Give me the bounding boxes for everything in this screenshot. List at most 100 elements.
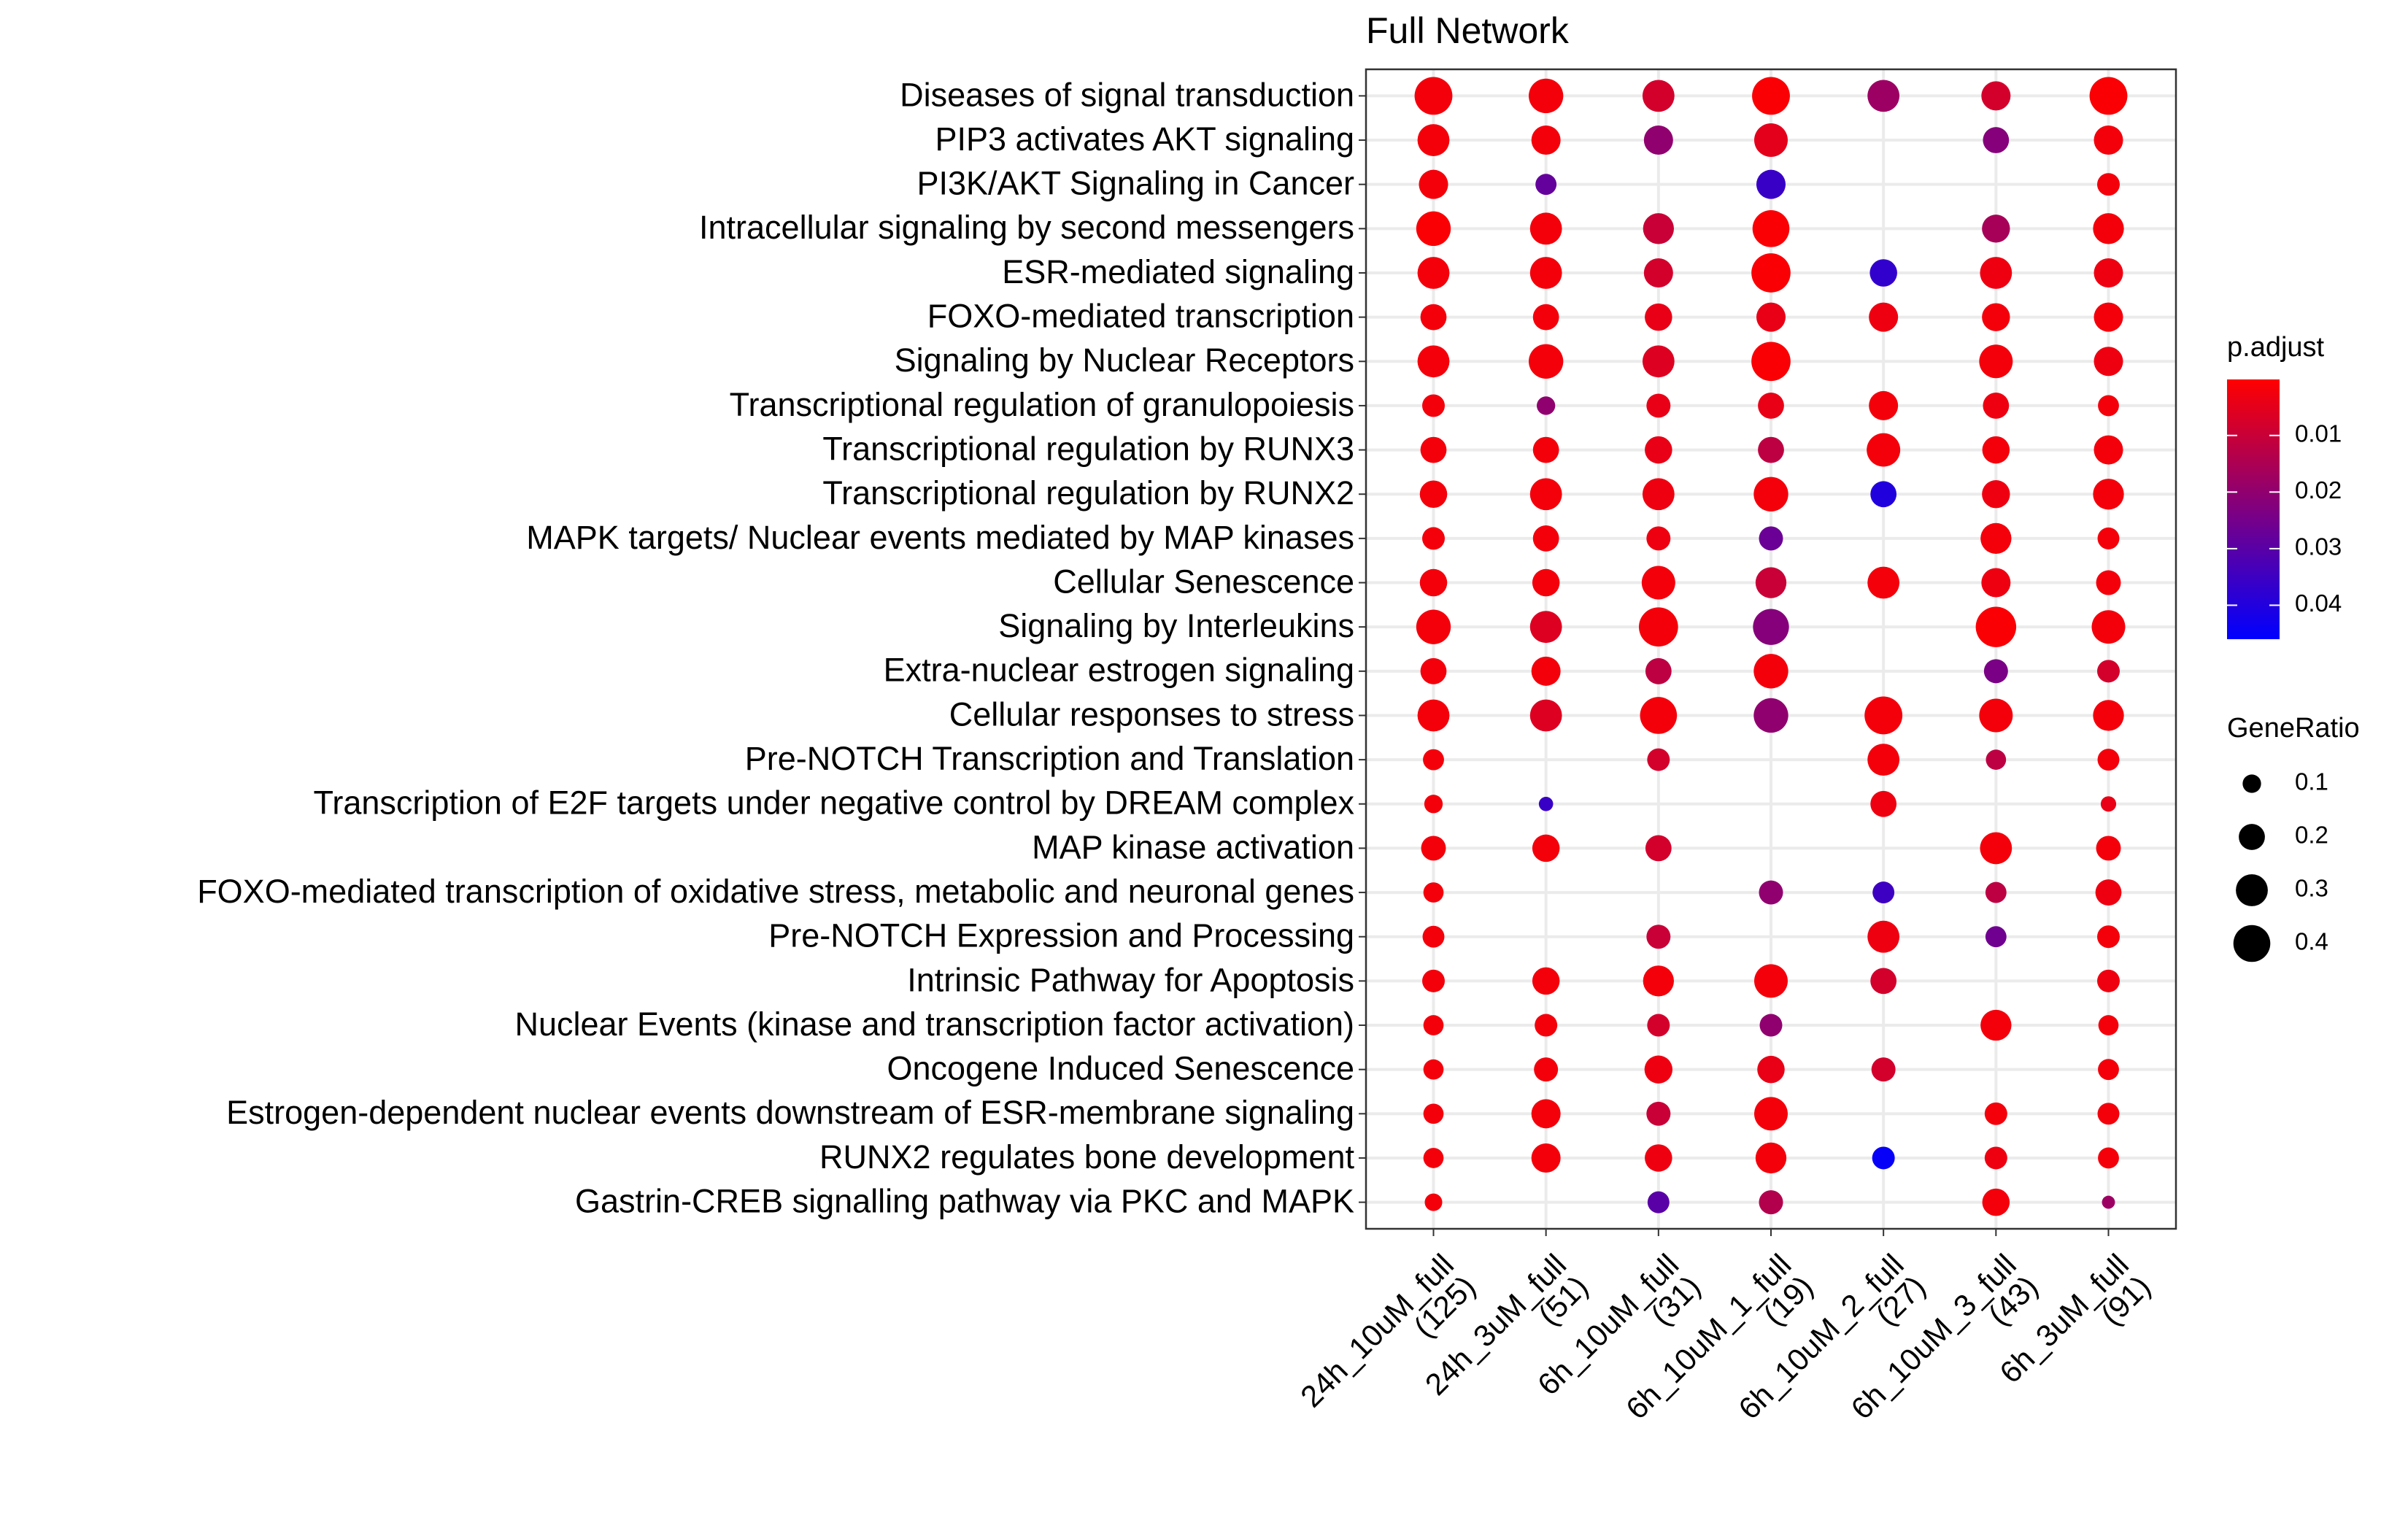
dot xyxy=(1643,126,1673,155)
dot xyxy=(1751,341,1791,382)
dot xyxy=(2097,527,2120,549)
y-tick-label: RUNX2 regulates bone development xyxy=(819,1138,1354,1176)
dot xyxy=(2098,395,2119,417)
y-tick-label: MAPK targets/ Nuclear events mediated by… xyxy=(526,519,1354,556)
dot xyxy=(2097,660,2120,683)
dot xyxy=(1423,1148,1444,1168)
dot xyxy=(1420,304,1447,331)
size-legend-label: 0.1 xyxy=(2295,768,2328,795)
y-tick-label: PI3K/AKT Signaling in Cancer xyxy=(916,165,1354,202)
dot xyxy=(1645,303,1672,331)
dot xyxy=(1529,78,1564,114)
dot xyxy=(2094,302,2123,332)
dot xyxy=(1422,925,1445,948)
dot xyxy=(1751,253,1791,293)
dot xyxy=(1984,1102,2007,1125)
dot xyxy=(1529,699,1562,732)
dot xyxy=(1531,1099,1561,1129)
y-tick-label: Transcriptional regulation by RUNX3 xyxy=(822,430,1354,467)
dot xyxy=(1980,1009,2012,1041)
dot xyxy=(1646,526,1671,551)
y-tick-label: Transcription of E2F targets under negat… xyxy=(314,784,1355,822)
dot xyxy=(1753,609,1789,645)
dot xyxy=(1759,1190,1783,1215)
y-tick-label: FOXO-mediated transcription of oxidative… xyxy=(197,873,1354,910)
y-tick-label: Estrogen-dependent nuclear events downst… xyxy=(226,1094,1354,1131)
dot xyxy=(1980,832,2013,865)
dot xyxy=(1639,607,1678,647)
dot xyxy=(1643,965,1674,997)
dot xyxy=(1424,1193,1443,1211)
colorbar-label: 0.02 xyxy=(2295,476,2342,503)
dot xyxy=(2096,570,2121,595)
y-tick-label: Oncogene Induced Senescence xyxy=(887,1050,1354,1087)
dot xyxy=(1867,744,1900,776)
dot xyxy=(1980,257,2013,289)
dot xyxy=(1529,478,1562,511)
dot xyxy=(2097,925,2120,949)
y-tick-label: FOXO-mediated transcription xyxy=(927,298,1354,335)
dot xyxy=(1979,344,2013,379)
dot xyxy=(1535,1014,1558,1037)
dot xyxy=(1758,436,1784,463)
dot xyxy=(2093,213,2124,244)
dot xyxy=(1753,476,1788,512)
dot xyxy=(1982,1188,2010,1216)
dot xyxy=(1985,926,2007,948)
size-legend-dot xyxy=(2239,824,2265,850)
colorbar-label: 0.04 xyxy=(2295,590,2342,617)
dot xyxy=(1869,302,1899,332)
dot xyxy=(1423,882,1444,903)
dot xyxy=(1416,609,1451,644)
dot xyxy=(1532,436,1559,463)
dot xyxy=(2095,879,2122,906)
size-legend-dot xyxy=(2242,774,2261,793)
dot xyxy=(1532,525,1559,552)
dot xyxy=(2100,796,2117,812)
dot xyxy=(1420,436,1447,463)
dot xyxy=(1532,568,1560,597)
dot xyxy=(1867,566,1900,599)
dot xyxy=(1982,436,2010,464)
dot xyxy=(1870,790,1897,817)
dot xyxy=(1872,1146,1895,1170)
dot xyxy=(1867,920,1900,953)
dot xyxy=(1864,696,1903,735)
dot xyxy=(2097,173,2120,196)
dot xyxy=(1419,480,1448,508)
y-tick-label: Pre-NOTCH Expression and Processing xyxy=(768,917,1354,954)
dot xyxy=(1758,393,1784,419)
dot xyxy=(1756,302,1786,332)
dot xyxy=(1417,124,1450,156)
dot xyxy=(1532,967,1560,995)
dot xyxy=(1646,393,1671,418)
dot xyxy=(1871,1057,1896,1082)
dot xyxy=(1531,126,1561,155)
dot xyxy=(1531,656,1561,686)
dot xyxy=(2098,1147,2119,1169)
size-legend-dot xyxy=(2236,874,2268,906)
legend-title: p.adjust xyxy=(2227,332,2325,363)
dot xyxy=(1755,567,1787,598)
dot xyxy=(2097,749,2120,771)
dot xyxy=(1755,1142,1787,1174)
dot xyxy=(1981,81,2011,111)
dot xyxy=(1979,698,2013,733)
dot xyxy=(1752,210,1790,247)
dot xyxy=(1646,1101,1671,1126)
dot xyxy=(1422,969,1445,992)
dot xyxy=(1983,127,2010,153)
dot xyxy=(1756,169,1786,199)
dot xyxy=(1986,749,2007,770)
dot xyxy=(1419,169,1448,199)
y-tick-label: Cellular responses to stress xyxy=(949,695,1354,733)
dot xyxy=(1754,123,1788,158)
dot xyxy=(1754,964,1788,998)
dot xyxy=(1757,1055,1785,1084)
dot xyxy=(2102,1195,2115,1209)
dot xyxy=(1753,698,1788,733)
y-tick-label: Gastrin-CREB signalling pathway via PKC … xyxy=(575,1183,1354,1220)
dot xyxy=(1423,1015,1444,1035)
dot xyxy=(2094,435,2123,465)
dot xyxy=(1529,257,1562,289)
